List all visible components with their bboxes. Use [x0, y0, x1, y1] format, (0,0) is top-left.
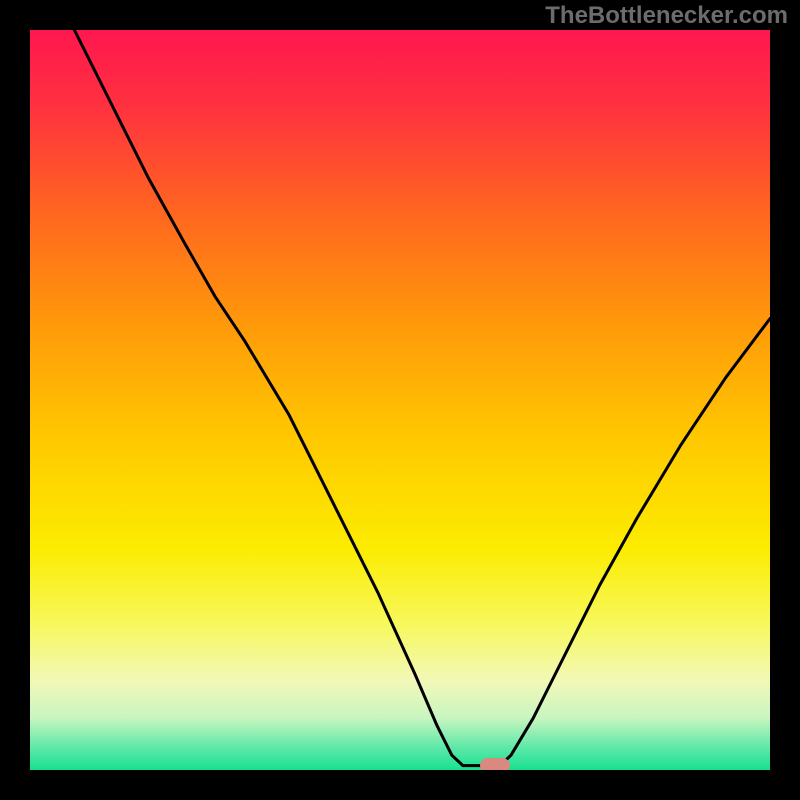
bottleneck-curve-svg — [30, 30, 770, 770]
chart-plot-area — [30, 30, 770, 770]
bottleneck-curve-right — [500, 319, 770, 766]
optimal-point-marker — [480, 758, 510, 770]
bottleneck-curve-left — [74, 30, 488, 766]
watermark-text: TheBottlenecker.com — [545, 2, 788, 30]
